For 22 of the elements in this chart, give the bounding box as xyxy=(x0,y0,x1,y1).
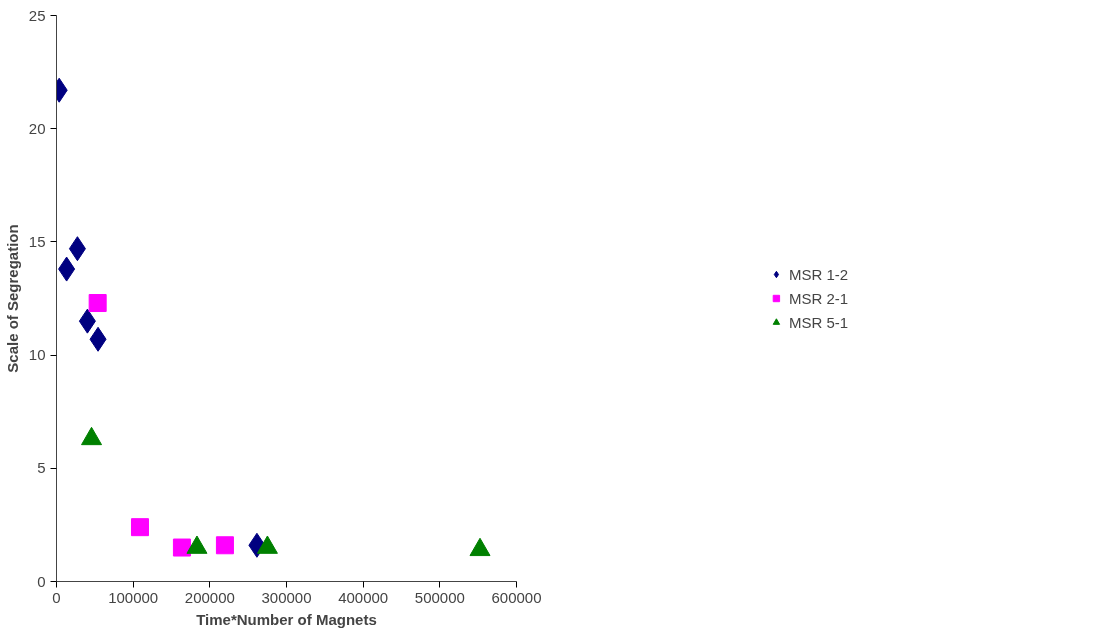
y-tick-label: 0 xyxy=(37,572,46,590)
x-axis-title: Time*Number of Magnets xyxy=(196,610,377,628)
point xyxy=(215,536,234,555)
y-tick-label: 15 xyxy=(28,232,46,250)
y-tick-label: 10 xyxy=(28,346,46,364)
x-tick-label: 300000 xyxy=(261,588,312,606)
legend-label: MSR 2-1 xyxy=(788,289,849,307)
y-tick-label: 20 xyxy=(28,119,46,137)
legend-label: MSR 5-1 xyxy=(788,313,849,331)
x-tick-label: 400000 xyxy=(338,588,389,606)
y-axis-title: Scale of Segregation xyxy=(3,224,21,373)
point xyxy=(130,518,149,537)
point xyxy=(172,538,191,557)
x-tick-label: 0 xyxy=(52,588,61,606)
x-tick-label: 200000 xyxy=(184,588,235,606)
x-tick-label: 500000 xyxy=(414,588,465,606)
y-tick-label: 25 xyxy=(28,6,46,24)
y-tick-label: 5 xyxy=(37,459,46,477)
point xyxy=(88,294,107,313)
x-tick-label: 600000 xyxy=(491,588,542,606)
x-tick-label: 100000 xyxy=(108,588,159,606)
legend-label: MSR 1-2 xyxy=(788,265,849,283)
